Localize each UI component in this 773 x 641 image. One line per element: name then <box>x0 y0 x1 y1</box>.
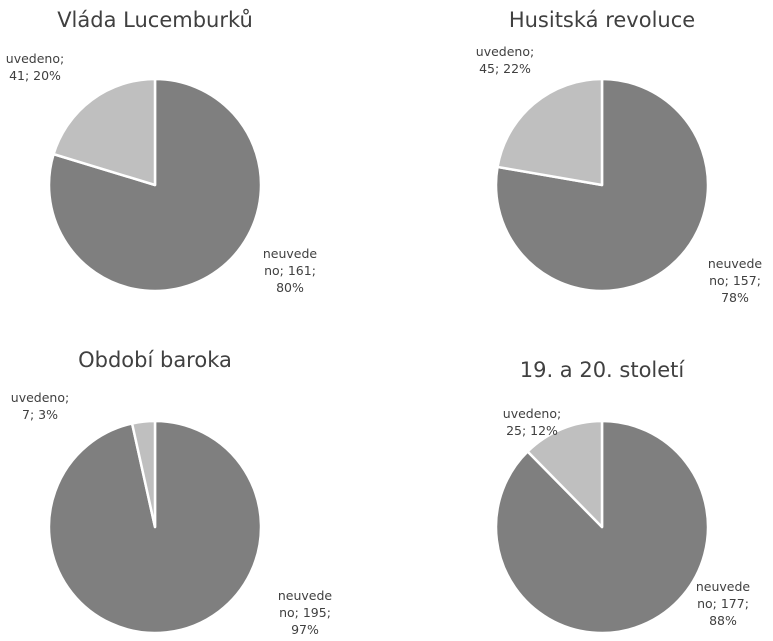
pie-slice <box>496 77 604 187</box>
data-label: uvedeno; 45; 22% <box>475 44 535 76</box>
pie-slice <box>494 77 710 293</box>
data-label: neuvedeno; 157; 78% <box>707 255 763 305</box>
pie-slice <box>526 419 604 529</box>
chart-title: Vláda Lucemburků <box>57 8 253 32</box>
data-label: uvedeno; 41; 20% <box>5 51 65 83</box>
data-label: uvedeno; 7; 3% <box>10 390 70 422</box>
data-label: uvedeno; 25; 12% <box>502 406 562 438</box>
pie-slice <box>130 419 157 529</box>
data-label: neuvedeno; 195; 97% <box>277 587 333 637</box>
data-label: neuvedeno; 177; 88% <box>695 578 751 628</box>
chart-title: 19. a 20. století <box>519 358 685 382</box>
pie-slice <box>52 77 157 187</box>
chart-title: Období baroka <box>78 348 232 372</box>
chart-title: Husitská revoluce <box>508 8 696 32</box>
data-label: neuvedeno; 161; 80% <box>262 245 318 295</box>
